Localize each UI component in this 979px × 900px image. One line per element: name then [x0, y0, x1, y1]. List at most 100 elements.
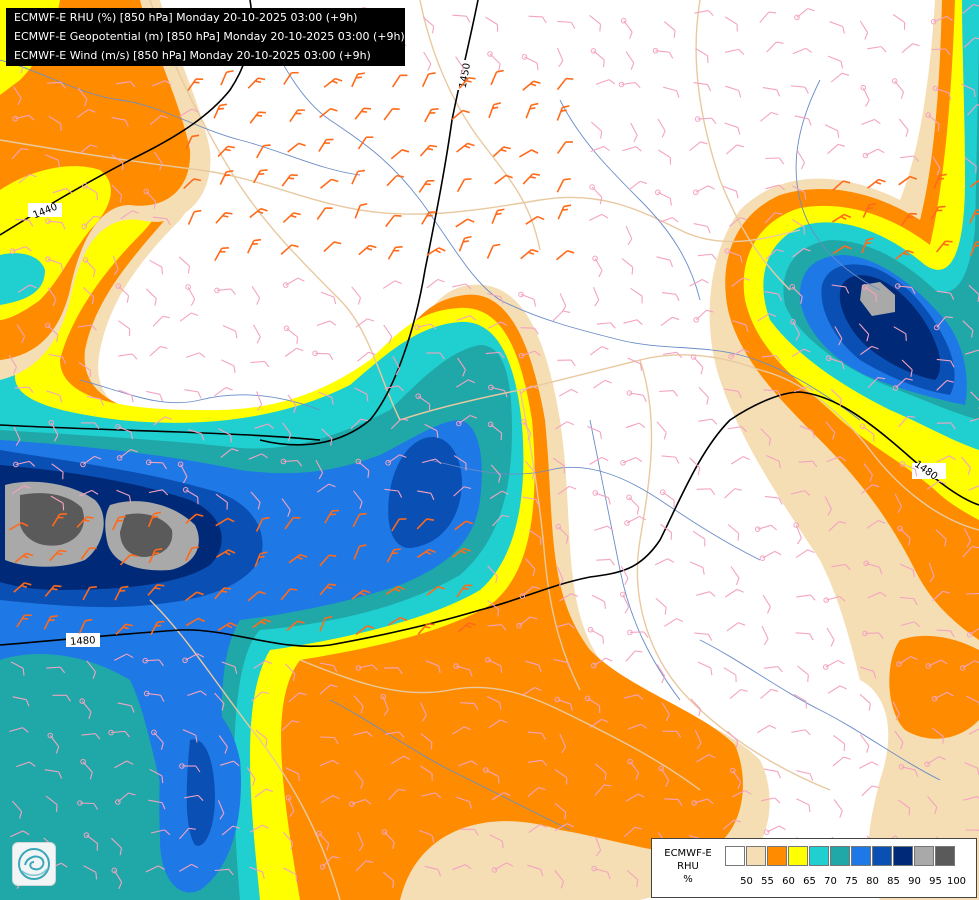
wind-barb [831, 284, 850, 294]
wind-barb [48, 353, 66, 364]
wind-barb [382, 871, 395, 889]
wind-barb [729, 767, 742, 790]
wind-barb [383, 108, 400, 121]
wind-barb [281, 498, 291, 517]
wind-barb [351, 589, 371, 600]
wind-barb [179, 312, 199, 322]
wind-barb [354, 107, 372, 120]
wind-barb [627, 870, 639, 888]
wind-barb [726, 622, 746, 632]
wind-barb [793, 693, 808, 709]
wind-barb [933, 173, 947, 189]
wind-barb [457, 357, 466, 377]
legend-swatch [788, 846, 808, 866]
wind-barb [659, 489, 675, 508]
wind-barb [760, 111, 779, 122]
wind-barb [184, 389, 202, 399]
wind-barb [760, 797, 781, 804]
wind-barb [829, 21, 845, 34]
wind-barb [220, 70, 234, 86]
wind-barb [689, 457, 701, 475]
wind-barb [285, 794, 295, 818]
wind-barb [214, 692, 225, 711]
wind-barb [422, 16, 435, 34]
legend-tick: 90 [908, 876, 921, 887]
wind-barb [148, 799, 166, 810]
wind-barb [521, 54, 539, 71]
wind-barb [114, 653, 134, 661]
wind-barb [724, 122, 741, 135]
wind-barb [9, 727, 29, 733]
wind-barb [964, 157, 977, 174]
wind-barb [11, 485, 31, 495]
wind-barb [522, 80, 541, 91]
wind-barb [760, 428, 772, 446]
wind-barb [796, 150, 806, 170]
wind-barb [557, 485, 577, 495]
wind-barb [491, 862, 514, 873]
wind-barb [46, 390, 63, 403]
wind-barb [426, 278, 445, 289]
wind-barb [388, 616, 408, 626]
wind-barb [892, 701, 900, 721]
wind-barb [215, 493, 228, 510]
wind-barb [557, 141, 573, 154]
wind-barb [557, 20, 576, 29]
legend-tick: 80 [866, 876, 879, 887]
wind-barb [46, 666, 66, 674]
wind-barb [281, 174, 298, 187]
wind-barb [120, 210, 140, 220]
wind-barb [453, 486, 472, 497]
wind-barb [354, 387, 369, 402]
wind-barb [51, 463, 64, 480]
wind-barb [283, 867, 298, 882]
wind-barb [150, 829, 171, 836]
wind-barb [82, 586, 97, 601]
wind-barb [185, 617, 206, 627]
wind-barb [759, 11, 777, 23]
wind-barb [452, 547, 471, 558]
wind-barb [556, 566, 564, 586]
wind-barb [552, 310, 571, 322]
wind-barb [795, 632, 814, 641]
wind-barb [519, 149, 539, 158]
legend-title-variable: RHU [677, 861, 699, 872]
wind-barb [627, 629, 649, 639]
wind-barb [487, 321, 508, 329]
wind-barb [661, 455, 680, 464]
legend-tick: 75 [845, 876, 858, 887]
wind-barb [725, 144, 744, 155]
wind-barb [357, 831, 364, 852]
wind-barb [656, 664, 666, 684]
wind-barb [419, 144, 438, 157]
wind-barb [420, 733, 433, 750]
wind-barb [859, 423, 875, 442]
wind-barb [589, 184, 603, 205]
wind-barb [182, 729, 198, 743]
wind-barb [553, 658, 571, 670]
wind-barb [221, 661, 238, 674]
wind-barb [518, 350, 541, 359]
wind-barb [936, 380, 954, 391]
wind-barb [16, 614, 32, 628]
wind-barb [935, 240, 953, 253]
wind-barb [927, 480, 946, 490]
wind-barb [727, 730, 739, 749]
wind-barb [248, 453, 268, 460]
wind-barb [793, 522, 802, 545]
wind-barb [963, 37, 979, 48]
wind-barb [528, 15, 547, 24]
wind-barb [187, 209, 202, 225]
wind-barb [799, 425, 815, 438]
wind-barb [354, 770, 364, 789]
wind-barb [179, 108, 199, 117]
wind-barb [487, 565, 498, 584]
wind-barb [457, 622, 476, 633]
wind-barb [963, 527, 972, 548]
wind-barb [698, 386, 709, 405]
wind-barb [151, 729, 164, 750]
wind-barb [763, 666, 783, 673]
wind-barb [114, 585, 129, 601]
wind-barb [416, 548, 436, 559]
wind-barb [460, 828, 479, 836]
